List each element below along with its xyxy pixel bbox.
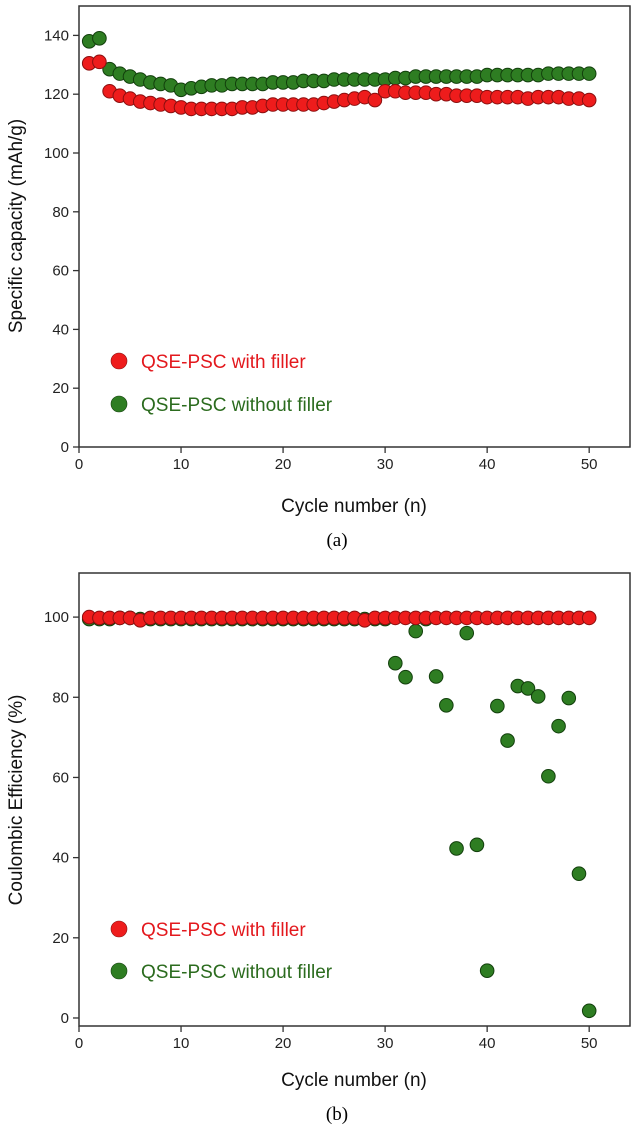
legend-marker-green-b bbox=[110, 962, 128, 980]
legend-label-green-a: QSE-PSC without filler bbox=[141, 395, 333, 416]
point-green-b bbox=[428, 669, 444, 684]
y-tick-label-a: 20 bbox=[52, 380, 69, 397]
point-green-b bbox=[581, 1003, 597, 1019]
point-green-b bbox=[520, 681, 536, 696]
plot-frame-b bbox=[78, 572, 631, 1027]
point-green-b bbox=[398, 669, 413, 685]
point-green-b bbox=[551, 718, 566, 734]
point-red-a bbox=[367, 92, 383, 108]
x-tick-label-b: 10 bbox=[173, 1035, 190, 1052]
x-tick-label-a: 40 bbox=[479, 456, 496, 473]
legend-label-red-a: QSE-PSC with filler bbox=[141, 352, 306, 373]
point-green-b bbox=[530, 689, 546, 704]
x-tick-label-a: 0 bbox=[75, 456, 83, 473]
x-tick-label-b: 40 bbox=[479, 1035, 496, 1052]
point-green-b bbox=[571, 866, 587, 881]
point-green-b bbox=[561, 690, 577, 706]
y-axis-b: 0 20 40 60 80 100 bbox=[44, 609, 79, 1027]
point-green-b bbox=[388, 655, 403, 671]
legend-marker-green-a bbox=[110, 395, 128, 413]
point-green-b bbox=[541, 768, 556, 784]
point-red-a bbox=[581, 92, 597, 108]
x-axis-title-b: Cycle number (n) bbox=[281, 1070, 427, 1091]
point-green-b bbox=[408, 623, 424, 639]
y-tick-label-b: 40 bbox=[52, 850, 69, 867]
point-green-b bbox=[459, 625, 475, 641]
y-tick-label-b: 80 bbox=[52, 689, 69, 706]
panel-caption-b: (b) bbox=[326, 1104, 348, 1125]
y-tick-label-b: 20 bbox=[52, 930, 69, 947]
x-tick-label-a: 30 bbox=[377, 456, 394, 473]
point-red-a bbox=[92, 54, 107, 70]
y-axis-a: 0 20 40 60 80 100 120 140 bbox=[44, 27, 79, 456]
data-points-a bbox=[81, 31, 597, 117]
legend-a: QSE-PSC with filler QSE-PSC without fill… bbox=[110, 352, 333, 416]
point-green-a bbox=[581, 66, 597, 81]
legend-label-red-b: QSE-PSC with filler bbox=[141, 920, 306, 941]
legend-marker-red-b bbox=[110, 920, 128, 938]
y-tick-label-a: 0 bbox=[61, 439, 69, 456]
point-green-b bbox=[449, 841, 464, 856]
x-tick-label-b: 50 bbox=[581, 1035, 598, 1052]
point-green-b bbox=[500, 733, 515, 748]
plot-frame-a bbox=[78, 5, 631, 448]
panel-caption-a: (a) bbox=[326, 530, 347, 551]
data-points-b bbox=[81, 609, 597, 1019]
x-axis-title-a: Cycle number (n) bbox=[281, 496, 427, 517]
point-green-b bbox=[469, 837, 485, 853]
y-tick-label-b: 60 bbox=[52, 769, 69, 786]
point-green-a bbox=[92, 31, 107, 46]
legend-label-green-b: QSE-PSC without filler bbox=[141, 962, 333, 983]
x-axis-a: 0 10 20 30 40 50 bbox=[75, 447, 598, 473]
point-green-b bbox=[439, 697, 454, 713]
y-axis-title-a: Specific capacity (mAh/g) bbox=[6, 119, 27, 333]
legend-b: QSE-PSC with filler QSE-PSC without fill… bbox=[110, 920, 333, 983]
x-tick-label-b: 20 bbox=[275, 1035, 292, 1052]
y-axis-title-b: Coulombic Efficiency (%) bbox=[6, 695, 27, 906]
x-tick-label-a: 20 bbox=[275, 456, 292, 473]
chart-panel-a: 0 10 20 30 40 50 0 20 40 60 80 100 120 140 Cycle num… bbox=[6, 5, 631, 551]
point-red-b bbox=[581, 610, 597, 626]
y-tick-label-a: 40 bbox=[52, 321, 69, 338]
x-tick-label-b: 30 bbox=[377, 1035, 394, 1052]
y-tick-label-a: 60 bbox=[52, 263, 69, 280]
legend-marker-red-a bbox=[110, 352, 128, 370]
y-tick-label-a: 120 bbox=[44, 86, 69, 103]
y-tick-label-b: 100 bbox=[44, 609, 69, 626]
point-green-b bbox=[490, 698, 505, 714]
y-tick-label-a: 140 bbox=[44, 27, 69, 44]
point-green-b bbox=[479, 963, 495, 978]
x-axis-b: 0 10 20 30 40 50 bbox=[75, 1026, 598, 1052]
y-tick-label-a: 100 bbox=[44, 145, 69, 162]
y-tick-label-b: 0 bbox=[61, 1010, 69, 1027]
x-tick-label-a: 50 bbox=[581, 456, 598, 473]
x-tick-label-a: 10 bbox=[173, 456, 190, 473]
y-tick-label-a: 80 bbox=[52, 204, 69, 221]
x-tick-label-b: 0 bbox=[75, 1035, 83, 1052]
chart-panel-b: 0 10 20 30 40 50 0 20 40 60 80 100 Cycle number (n… bbox=[6, 572, 631, 1125]
